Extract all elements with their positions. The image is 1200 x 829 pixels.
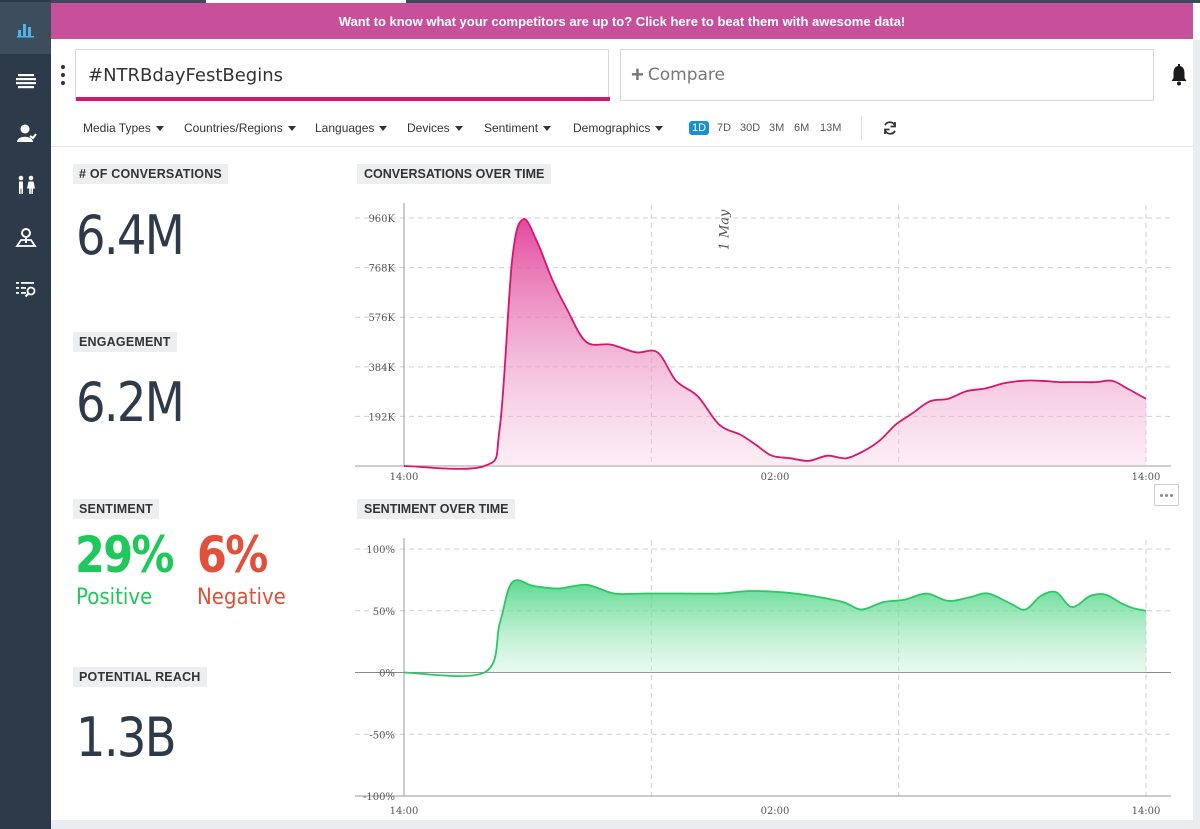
bottom-gutter [51,820,1200,829]
more-options-icon[interactable] [57,64,69,86]
negative-sentiment-value: 6% [197,526,268,584]
bar-chart-icon [16,24,34,38]
compare-label: Compare [647,65,725,85]
sidebar-item-search[interactable] [0,263,51,315]
refresh-icon[interactable] [882,120,898,136]
filter-languages[interactable]: Languages [315,121,388,135]
filter-media-types[interactable]: Media Types [83,121,164,135]
y-tick-label: -50% [369,730,395,741]
caret-down-icon [379,126,388,132]
sidebar [0,0,51,829]
bell-icon[interactable] [1170,64,1188,86]
range-7d[interactable]: 7D [717,122,732,134]
caret-down-icon [155,126,164,132]
x-tick-label: 14:00 [390,472,419,483]
sidebar-item-locations[interactable] [0,211,51,263]
active-tab-indicator [206,0,406,3]
sentiment-area [404,580,1146,677]
negative-sentiment-label: Negative [197,585,286,610]
caret-down-icon [287,126,296,132]
search-input[interactable] [88,62,588,88]
positive-sentiment-label: Positive [76,585,153,610]
filter-devices[interactable]: Devices [407,121,463,135]
filter-countries-regions[interactable]: Countries/Regions [184,121,296,135]
sentiment-chart: -100% -50% 0% 50% 100% 14:00 02:00 14:00 [355,538,1171,817]
filter-divider [861,116,862,140]
list-search-icon [15,282,35,298]
search-underline [76,97,610,101]
conversations-area [404,218,1146,469]
y-tick-label: 384K [368,363,395,374]
y-tick-label: 0% [379,669,395,680]
promo-banner[interactable]: Want to know what your competitors are u… [51,3,1193,39]
y-tick-label: 100% [366,545,395,556]
range-30d[interactable]: 30D [740,122,761,134]
caret-down-icon [543,126,552,132]
positive-sentiment-value: 29% [75,526,174,584]
x-tick-label: 14:00 [1132,806,1161,817]
range-13m[interactable]: 13M [820,122,842,134]
top-border [51,0,1200,3]
x-tick-label: 14:00 [390,806,419,817]
filter-demographics[interactable]: Demographics [573,121,664,135]
stack-icon [15,74,36,89]
scroll-gutter [1193,40,1200,829]
y-tick-label: 50% [373,607,395,618]
search-box [75,49,610,101]
conversations-label: # OF CONVERSATIONS [73,164,228,184]
dashboard-content [51,146,1193,820]
sidebar-item-mentions[interactable] [0,55,51,107]
reach-label: POTENTIAL REACH [73,667,207,687]
y-tick-label: 960K [368,214,395,225]
engagement-value: 6.2M [76,371,185,434]
compare-input[interactable]: + Compare [620,49,1154,101]
reach-value: 1.3B [76,706,177,769]
people-icon [18,175,35,194]
x-tick-label: 14:00 [1132,472,1161,483]
range-6m[interactable]: 6M [794,122,810,134]
caret-down-icon [454,126,463,132]
conversations-value: 6.4M [76,204,185,267]
y-tick-label: -100% [363,792,395,803]
plus-icon: + [631,62,644,87]
sidebar-item-demographics[interactable] [0,159,51,211]
engagement-label: ENGAGEMENT [73,332,177,352]
chart-options-button[interactable] [1154,484,1179,506]
x-tick-label: 02:00 [761,806,790,817]
conversations-chart-title: CONVERSATIONS OVER TIME [357,164,552,184]
y-tick-label: 576K [368,313,395,324]
sidebar-item-overview[interactable] [0,2,51,54]
x-tick-label: 02:00 [761,472,790,483]
y-tick-label: 768K [368,264,395,275]
range-1d[interactable]: 1D [689,121,710,135]
conversations-line [403,218,1147,470]
filter-bar: Media Types Countries/Regions Languages … [51,110,1200,146]
location-icon [14,228,37,247]
sentiment-chart-title: SENTIMENT OVER TIME [357,499,516,519]
conversations-chart: 192K 384K 576K 768K 960K 14:00 02:00 14:00 1 May [355,203,1171,483]
range-3m[interactable]: 3M [769,122,785,134]
user-icon [16,124,37,142]
caret-down-icon [655,126,664,132]
sentiment-label: SENTIMENT [73,499,160,519]
y-tick-label: 192K [368,412,395,423]
sidebar-item-influencers[interactable] [0,107,51,159]
sentiment-line [403,579,1147,678]
filter-sentiment[interactable]: Sentiment [484,121,552,135]
date-annotation: 1 May [718,209,733,250]
